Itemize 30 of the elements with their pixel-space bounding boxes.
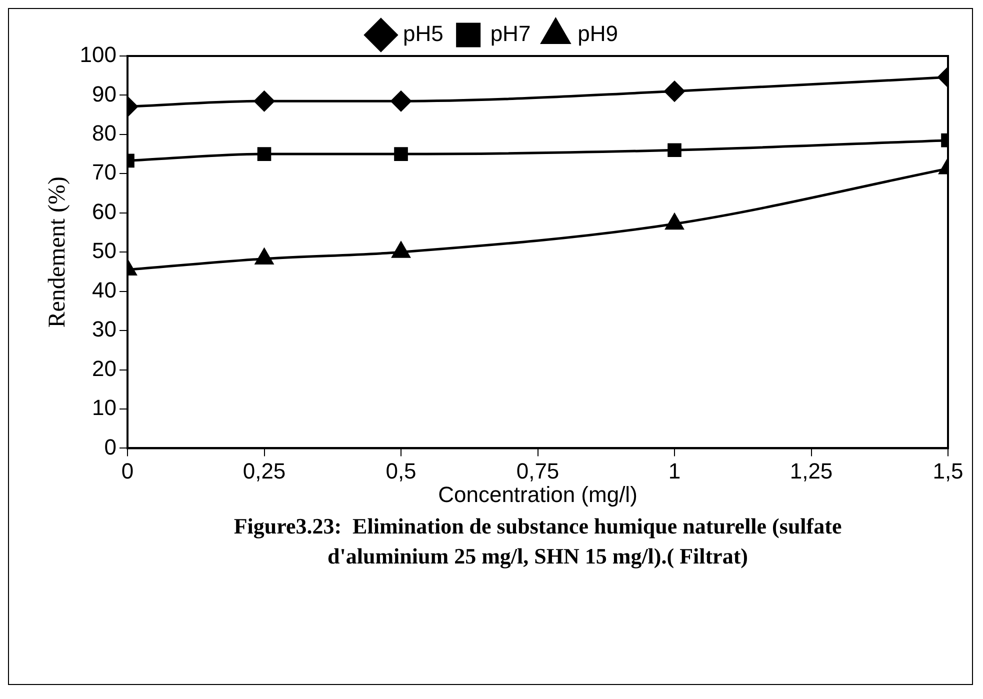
x-tick-label: 0,25 <box>242 458 286 484</box>
y-tick-label: 100 <box>80 42 117 68</box>
x-tick-label: 1 <box>668 458 681 484</box>
point <box>390 90 412 112</box>
caption: Figure3.23: Elimination de substance humique naturelle (sulfate d'aluminium 25 mg/l, SHN 15 mg/l).( Filtrat) <box>234 514 842 569</box>
y-tick-label: 30 <box>92 316 117 342</box>
x-tick-label: 0,5 <box>386 458 416 484</box>
y-tick-label: 40 <box>92 277 117 302</box>
y-tick-label: 20 <box>92 356 117 381</box>
legend-label: pH5 <box>402 21 444 46</box>
y-tick-label: 70 <box>92 160 117 185</box>
y-tick-label: 10 <box>92 395 117 420</box>
y-tick-label: 80 <box>92 120 117 146</box>
x-tick-label: 0 <box>121 458 134 484</box>
x-tick-label: 1,25 <box>790 458 833 484</box>
legend-label: pH9 <box>578 21 618 46</box>
legend-label: pH7 <box>490 21 531 46</box>
point <box>257 147 272 161</box>
y-axis-title: Rendement (%) <box>44 176 71 328</box>
point <box>394 147 408 161</box>
x-tick-label: 1,5 <box>932 458 964 484</box>
x-tick-label: 0,75 <box>516 458 560 484</box>
x-axis-title: Concentration (mg/l) <box>438 482 638 507</box>
point <box>254 90 275 112</box>
y-tick-label: 60 <box>92 198 117 224</box>
y-tick-label: 0 <box>104 434 117 460</box>
y-tick-label: 50 <box>92 238 117 264</box>
point <box>255 248 274 265</box>
y-tick-label: 90 <box>92 81 117 106</box>
point <box>392 242 410 258</box>
